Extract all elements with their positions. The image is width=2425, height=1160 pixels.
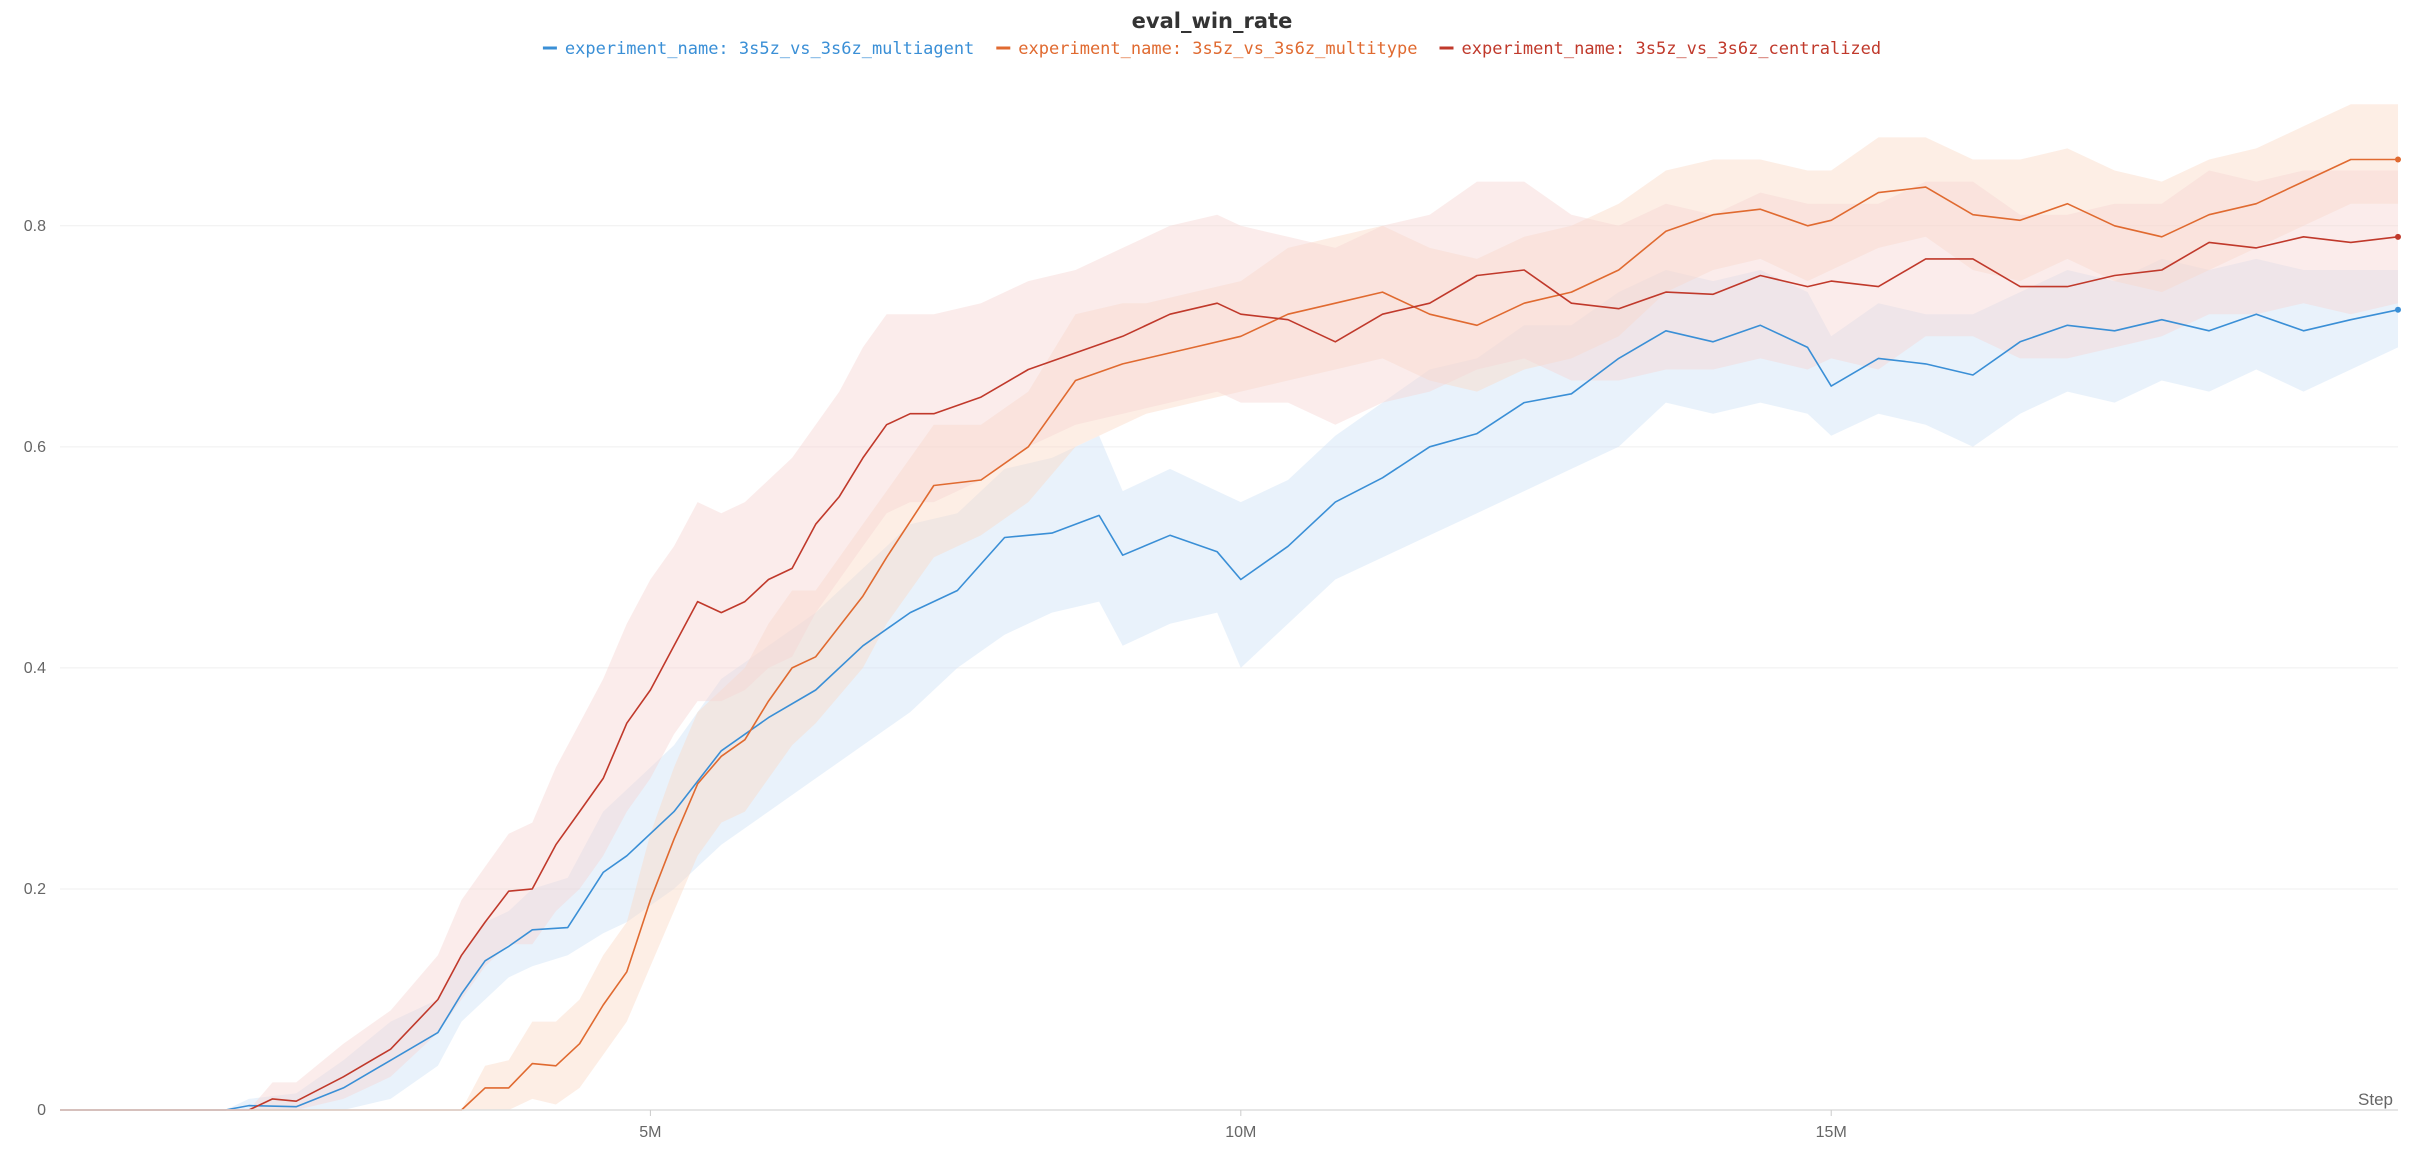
y-tick-label: 0.2 (24, 881, 46, 898)
series-line-2[interactable] (60, 158, 2398, 1111)
legend-label: experiment_name: 3s5z_vs_3s6z_multiagent (565, 39, 974, 59)
legend-label: experiment_name: 3s5z_vs_3s6z_multitype (1018, 39, 1417, 59)
series-end-point-2 (2395, 156, 2401, 163)
grid (60, 225, 2398, 890)
series-band-1 (60, 258, 2398, 1110)
legend-item-1[interactable]: experiment_name: 3s5z_vs_3s6z_multiagent (542, 39, 974, 59)
series-lines (60, 156, 2401, 1111)
x-axis-label: Step (2358, 1090, 2393, 1109)
series-end-point-3 (2395, 233, 2401, 240)
series-end-point-1 (2395, 306, 2401, 313)
y-tick-label: 0.4 (24, 660, 46, 677)
y-tick-label: 0.6 (24, 439, 46, 456)
series-line-3[interactable] (60, 236, 2399, 1111)
x-tick-label: 10M (1225, 1124, 1256, 1141)
legend: experiment_name: 3s5z_vs_3s6z_multiagent… (542, 39, 1882, 59)
series-band-2 (60, 104, 2398, 1110)
y-tick-label: 0 (37, 1102, 46, 1119)
x-tick-label: 15M (1816, 1124, 1847, 1141)
chart-title: eval_win_rate (1132, 9, 1293, 33)
axes: 0 0.2 0.4 0.6 0.8 5M 10M 15M (24, 218, 2398, 1141)
series-line-1[interactable] (60, 309, 2399, 1111)
series-band-3 (60, 170, 2398, 1110)
x-tick-label: 5M (639, 1124, 661, 1141)
y-tick-label: 0.8 (24, 218, 46, 235)
legend-item-3[interactable]: experiment_name: 3s5z_vs_3s6z_centralize… (1439, 39, 1882, 59)
legend-item-2[interactable]: experiment_name: 3s5z_vs_3s6z_multitype (996, 39, 1417, 59)
confidence-bands (60, 104, 2398, 1110)
legend-label: experiment_name: 3s5z_vs_3s6z_centralize… (1462, 39, 1882, 59)
